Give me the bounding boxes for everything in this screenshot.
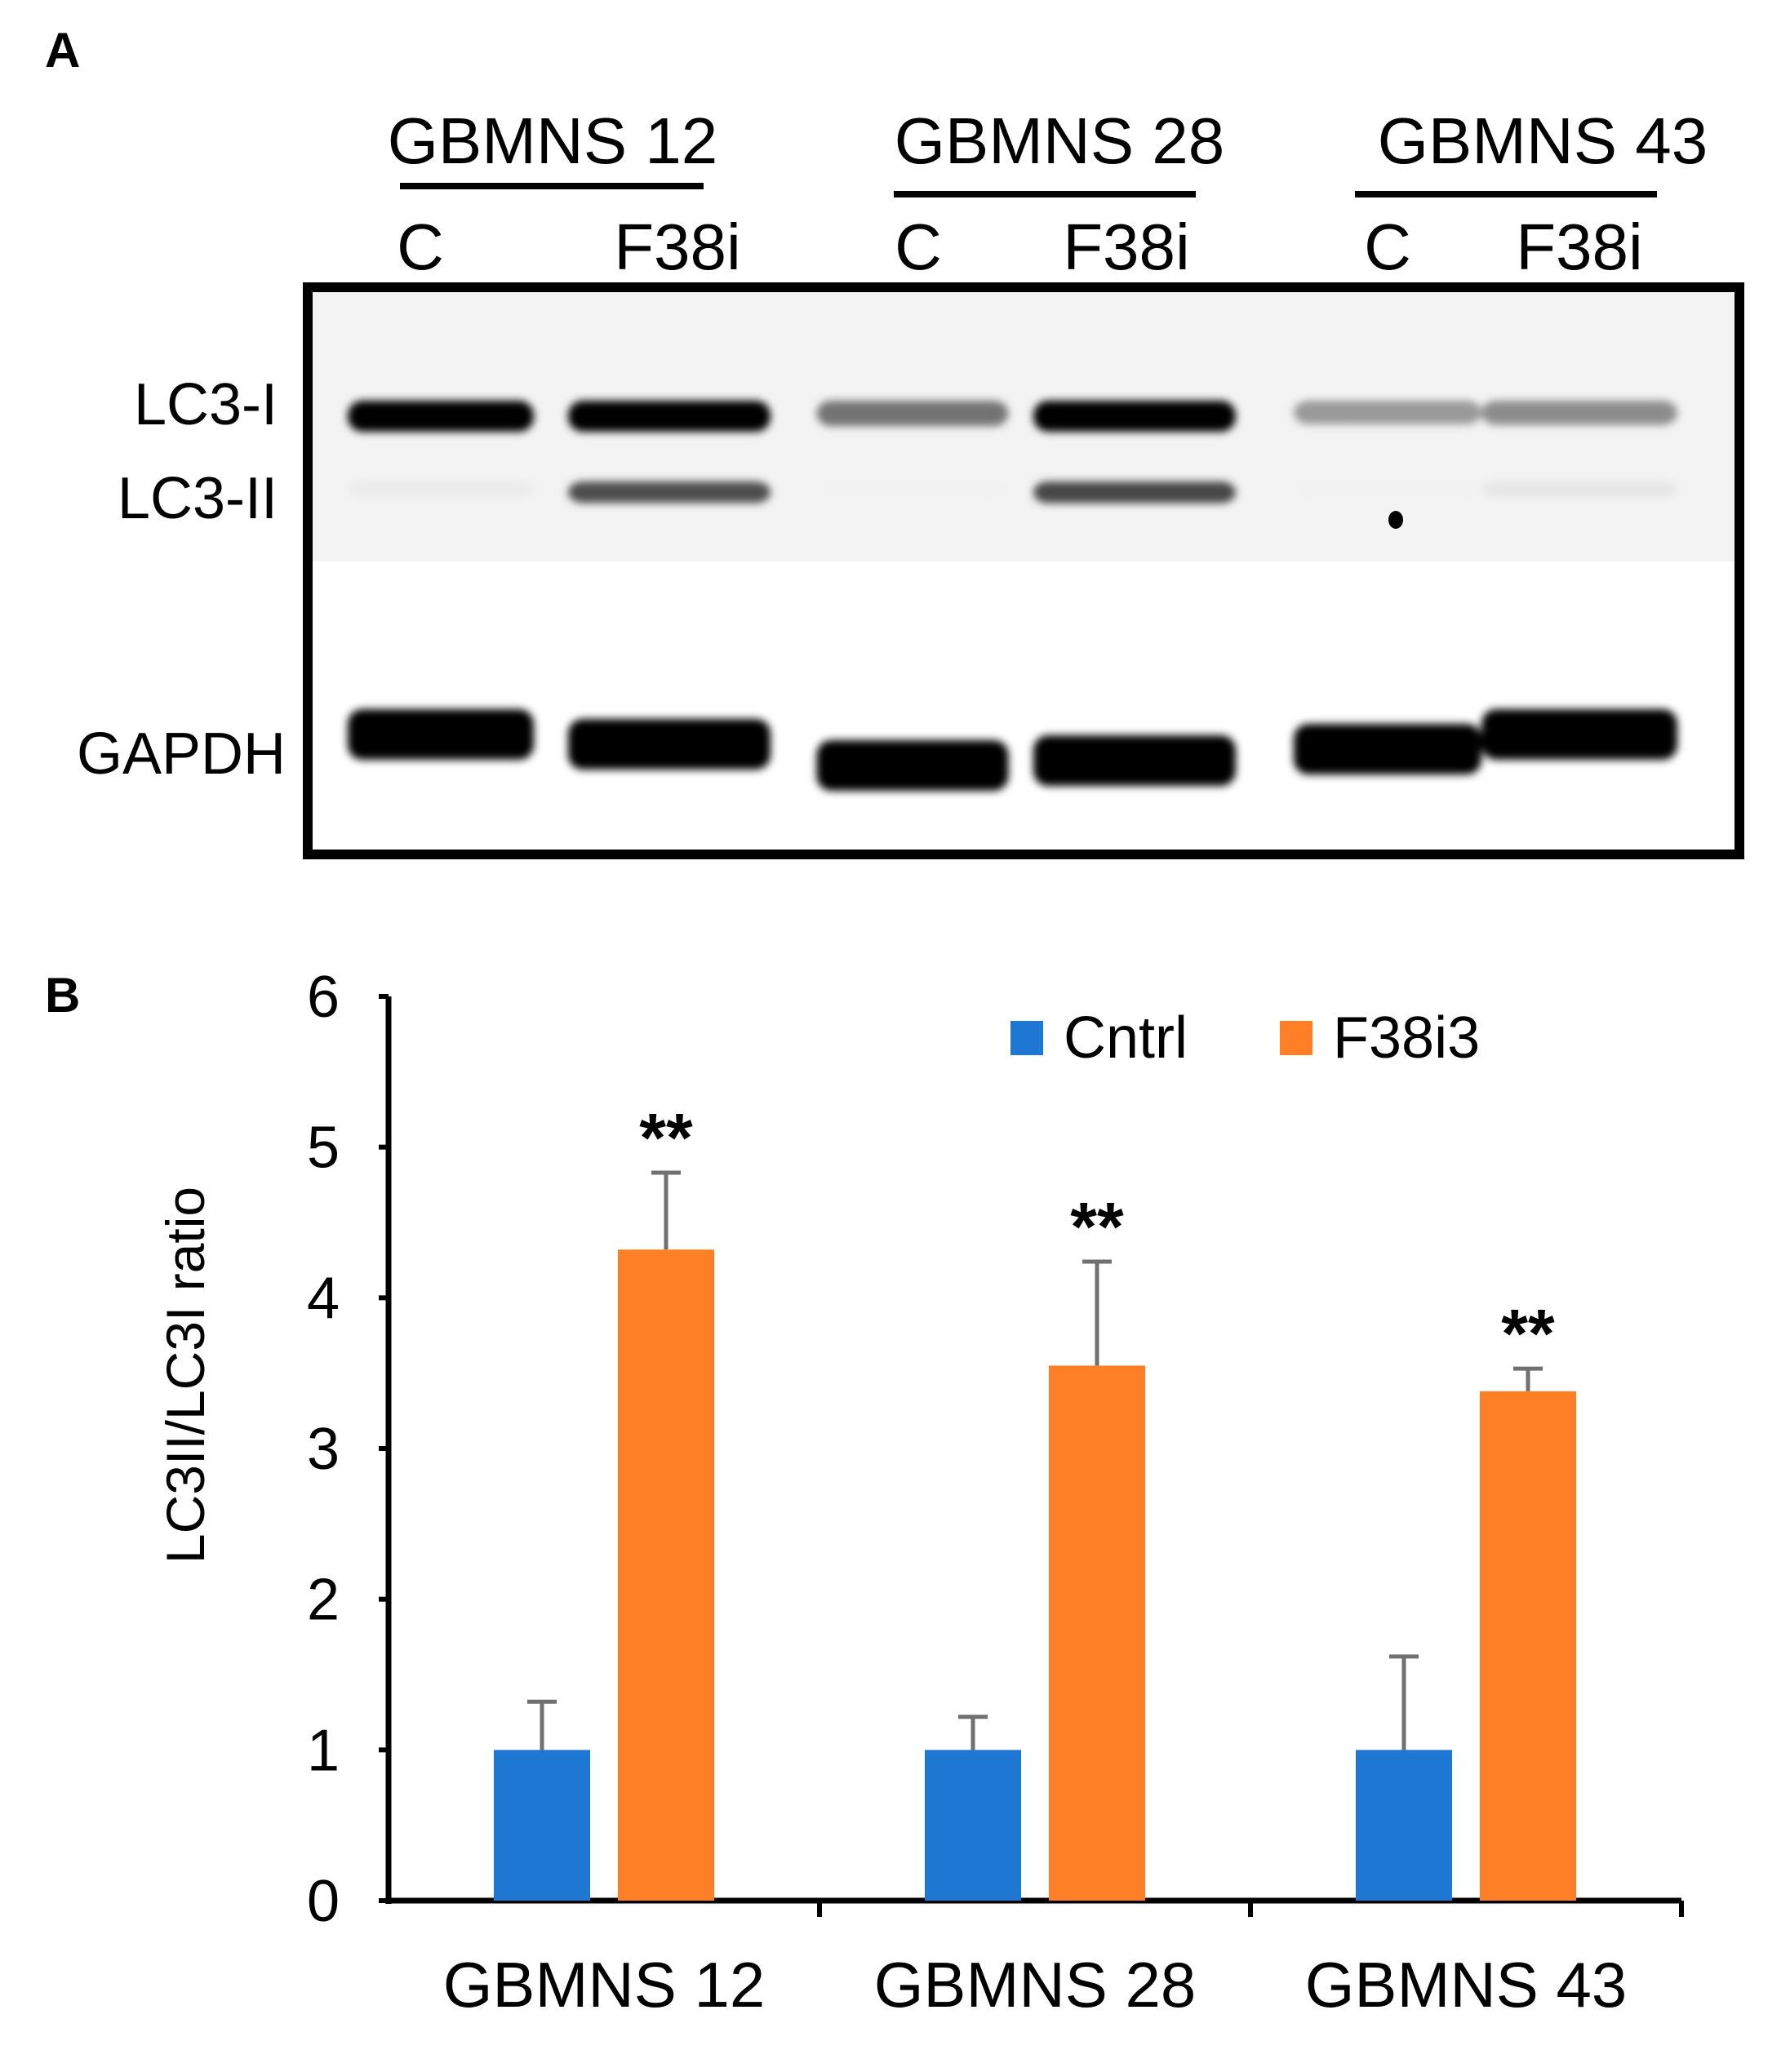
blot-group-name-2: GBMNS 28 — [895, 104, 1225, 177]
chart-y-axis-label: LC3II/LC3I ratio — [155, 1187, 215, 1564]
significance-marker: ** — [1501, 1295, 1555, 1372]
significance-marker: ** — [1070, 1188, 1124, 1265]
blot-group-header-2: GBMNS 28 C F38i — [894, 104, 1224, 283]
chart-legend: Cntrl F38i3 — [1010, 1005, 1480, 1071]
bar-f38i3 — [1480, 1391, 1576, 1901]
legend-label-f38i3: F38i3 — [1333, 1005, 1480, 1071]
blot-band-lc3-i — [348, 401, 534, 432]
blot-band-gapdh — [1033, 735, 1236, 786]
panel-a: A GBMNS 12 C F38i GBMNS 28 C F38i GBMNS … — [45, 23, 1744, 859]
blot-band-lc3-i — [1294, 401, 1481, 424]
y-tick-label: 1 — [307, 1718, 340, 1783]
y-tick-label: 0 — [307, 1869, 340, 1934]
blot-lane-label-2: F38i — [614, 211, 741, 283]
bar-cntrl — [1356, 1750, 1452, 1901]
blot-band-gapdh — [1294, 724, 1481, 774]
band-label-gapdh: GAPDH — [77, 721, 286, 787]
panel-b-letter: B — [45, 968, 80, 1023]
blot-bands — [348, 401, 1677, 791]
band-label-lc3-i: LC3-I — [134, 372, 278, 437]
blot-lane-label-6: F38i — [1516, 211, 1643, 283]
blot-group-name-3: GBMNS 43 — [1378, 104, 1708, 177]
panel-a-letter: A — [45, 23, 80, 78]
blot-image — [303, 282, 1744, 859]
blot-lane-label-5: C — [1364, 211, 1411, 283]
y-tick-label: 2 — [307, 1568, 340, 1633]
blot-band-lc3-i — [1033, 401, 1236, 432]
bar-cntrl — [925, 1750, 1021, 1901]
blot-band-lc3-ii — [1033, 481, 1236, 504]
bar-cntrl — [494, 1750, 590, 1901]
legend-swatch-cntrl — [1010, 1021, 1043, 1055]
legend-label-cntrl: Cntrl — [1064, 1005, 1188, 1071]
blot-band-lc3-i — [816, 401, 1009, 427]
band-label-lc3-ii: LC3-II — [118, 466, 278, 531]
y-tick-label: 3 — [307, 1417, 340, 1482]
blot-band-gapdh — [568, 719, 771, 770]
bar-f38i3 — [618, 1249, 714, 1901]
blot-band-lc3-i — [1481, 401, 1677, 425]
y-tick-label: 4 — [307, 1266, 340, 1331]
blot-lane-label-4: F38i — [1063, 211, 1190, 283]
blot-group-name-1: GBMNS 12 — [388, 104, 718, 177]
blot-band-lc3-ii — [1294, 481, 1481, 497]
bar-f38i3 — [1049, 1365, 1145, 1901]
panel-b: B LC3II/LC3I ratio 0 1 2 3 4 5 6 GBMNS 12 ** GBMN… — [45, 965, 1684, 2021]
blot-band-lc3-ii — [348, 481, 534, 497]
blot-lc3-strip — [313, 292, 1734, 561]
significance-marker: ** — [639, 1099, 693, 1176]
x-tick-label: GBMNS 43 — [1305, 1949, 1627, 2021]
x-tick-label: GBMNS 12 — [443, 1949, 765, 2021]
blot-band-lc3-ii — [568, 481, 771, 504]
blot-group-header-3: GBMNS 43 C F38i — [1355, 104, 1708, 283]
blot-band-lc3-ii — [1481, 481, 1677, 498]
blot-lane-label-1: C — [397, 211, 444, 283]
blot-band-gapdh — [1481, 709, 1677, 760]
blot-lane-label-3: C — [895, 211, 942, 283]
y-tick-label: 6 — [307, 965, 340, 1030]
blot-band-lc3-i — [568, 401, 771, 432]
blot-band-gapdh — [816, 740, 1009, 791]
y-tick-label: 5 — [307, 1116, 340, 1181]
chart-plot-area: 0 1 2 3 4 5 6 GBMNS 12 ** GBMNS 28 ** GBMNS 43 ** — [307, 965, 1684, 2021]
blot-speck — [1388, 511, 1403, 529]
legend-swatch-f38i3 — [1280, 1021, 1313, 1055]
blot-band-lc3-ii — [816, 481, 1009, 497]
blot-group-header-1: GBMNS 12 C F38i — [388, 104, 741, 283]
blot-band-gapdh — [348, 709, 534, 760]
x-tick-label: GBMNS 28 — [874, 1949, 1196, 2021]
